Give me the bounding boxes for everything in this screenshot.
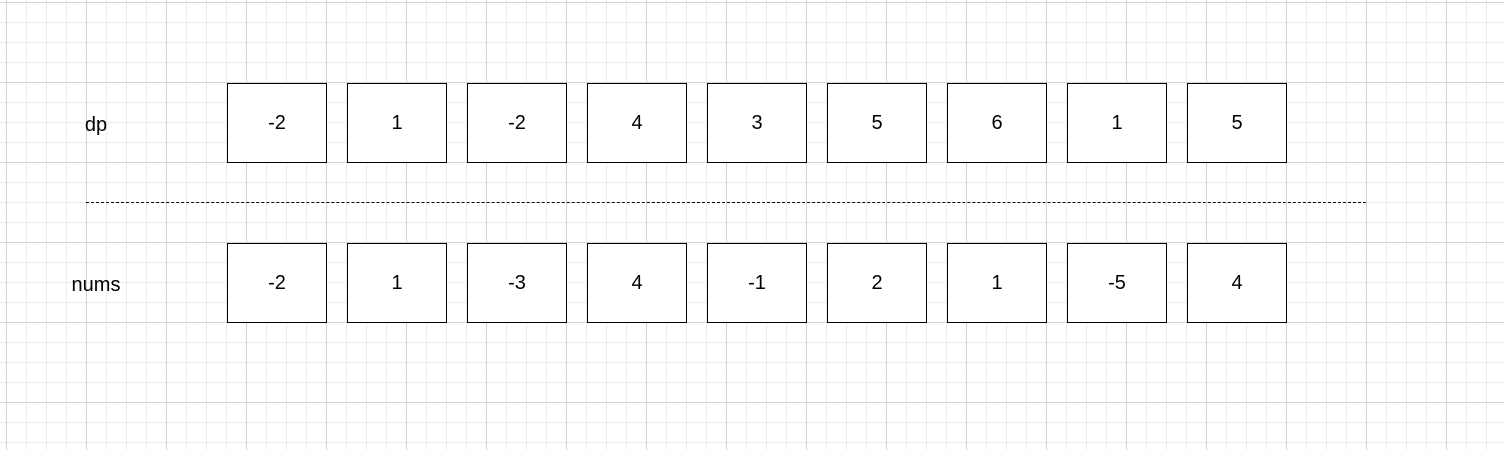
- dp-cell: 3: [707, 83, 807, 163]
- dp-cell: -2: [227, 83, 327, 163]
- nums-cell: 1: [947, 243, 1047, 323]
- dp-row-label: dp: [84, 114, 108, 136]
- nums-cell: 4: [1187, 243, 1287, 323]
- dp-cell: 5: [1187, 83, 1287, 163]
- dp-cell: 6: [947, 83, 1047, 163]
- dp-cell: 1: [1067, 83, 1167, 163]
- nums-cell: 2: [827, 243, 927, 323]
- nums-cell: 4: [587, 243, 687, 323]
- nums-cell: -1: [707, 243, 807, 323]
- dp-array: -2 1 -2 4 3 5 6 1 5: [227, 83, 1287, 163]
- dp-cell: -2: [467, 83, 567, 163]
- dashed-divider: [86, 202, 1366, 203]
- nums-cell: 1: [347, 243, 447, 323]
- nums-cell: -5: [1067, 243, 1167, 323]
- nums-cell: -3: [467, 243, 567, 323]
- dp-cell: 5: [827, 83, 927, 163]
- nums-row-label: nums: [71, 274, 121, 296]
- dp-cell: 4: [587, 83, 687, 163]
- nums-cell: -2: [227, 243, 327, 323]
- nums-array: -2 1 -3 4 -1 2 1 -5 4: [227, 243, 1287, 323]
- dp-cell: 1: [347, 83, 447, 163]
